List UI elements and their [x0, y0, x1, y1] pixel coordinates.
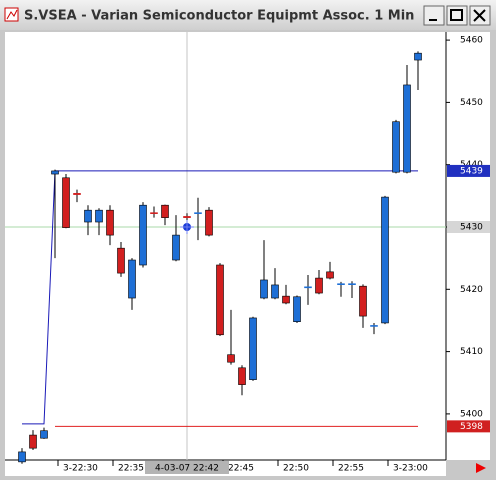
candle-body — [337, 283, 345, 285]
y-tick-label: 5420 — [460, 285, 483, 295]
candle-body — [161, 204, 169, 218]
app-icon-glyph — [6, 9, 18, 20]
candle-body — [216, 264, 224, 336]
candle-body — [370, 325, 378, 327]
title-bar — [0, 0, 496, 30]
candle-body — [84, 209, 92, 223]
y-tick-label: 5450 — [460, 98, 483, 108]
candle-body — [139, 204, 147, 266]
candle-body — [304, 286, 312, 289]
x-tick-label: 22:45 — [228, 464, 254, 474]
indicator-line — [22, 170, 418, 425]
crosshair-star-glow — [180, 219, 194, 234]
candle-body — [18, 451, 26, 463]
candle-body — [359, 285, 367, 317]
window-title: S.VSEA - Varian Semiconductor Equipmt As… — [24, 9, 414, 24]
y-tick-label: 5410 — [460, 347, 483, 357]
candle-body — [260, 279, 268, 299]
price-axis — [446, 32, 490, 460]
candle-body — [326, 271, 334, 279]
candle-body — [128, 259, 136, 299]
maximize-button[interactable] — [446, 5, 468, 26]
candle-body — [51, 170, 59, 175]
candle-body — [117, 247, 125, 274]
candle-body — [227, 354, 235, 363]
app-icon — [4, 7, 19, 22]
candle-body — [150, 212, 158, 214]
x-tick-label: 22:35 — [118, 464, 144, 474]
candle-body — [249, 317, 257, 380]
candle-body — [183, 216, 191, 218]
minimize-button[interactable] — [423, 5, 445, 26]
y-tick-label: 5460 — [460, 36, 483, 46]
candle-body — [414, 52, 422, 61]
price-marker — [447, 420, 490, 433]
candle-body — [95, 209, 103, 223]
crosshair-price-label: 5430 — [460, 222, 483, 232]
close-button[interactable] — [469, 5, 491, 26]
candle-body — [293, 296, 301, 322]
crosshair-time-label: 4-03-07 22:42 — [155, 464, 219, 474]
candle-body — [62, 177, 70, 228]
candle-body — [172, 234, 180, 261]
scroll-arrow[interactable] — [476, 463, 486, 473]
price-marker — [447, 164, 490, 177]
candle-body — [392, 121, 400, 173]
candle-body — [381, 196, 389, 324]
candle-body — [271, 284, 279, 299]
x-tick-label: 3-23:00 — [393, 464, 428, 474]
candle-body — [106, 209, 114, 236]
crosshair-price-box — [447, 220, 490, 233]
candle-body — [40, 430, 48, 439]
candle-body — [194, 212, 202, 214]
candle-body — [282, 295, 290, 304]
crosshair-time-box — [145, 461, 229, 474]
x-tick-label: 22:50 — [283, 464, 309, 474]
price-marker-label: 5398 — [460, 422, 483, 432]
x-tick-label: 22:55 — [338, 464, 364, 474]
candle-body — [205, 209, 213, 236]
y-tick-label: 5400 — [460, 409, 483, 419]
candle-body — [238, 367, 246, 385]
candle-body — [29, 434, 37, 449]
candle-body — [403, 84, 411, 173]
x-tick-label: 3-22:30 — [63, 464, 98, 474]
price-marker-label: 5439 — [460, 166, 483, 176]
candle-body — [348, 283, 356, 285]
candle-body — [73, 193, 81, 195]
plot-area — [5, 32, 446, 460]
candle-body — [315, 277, 323, 294]
